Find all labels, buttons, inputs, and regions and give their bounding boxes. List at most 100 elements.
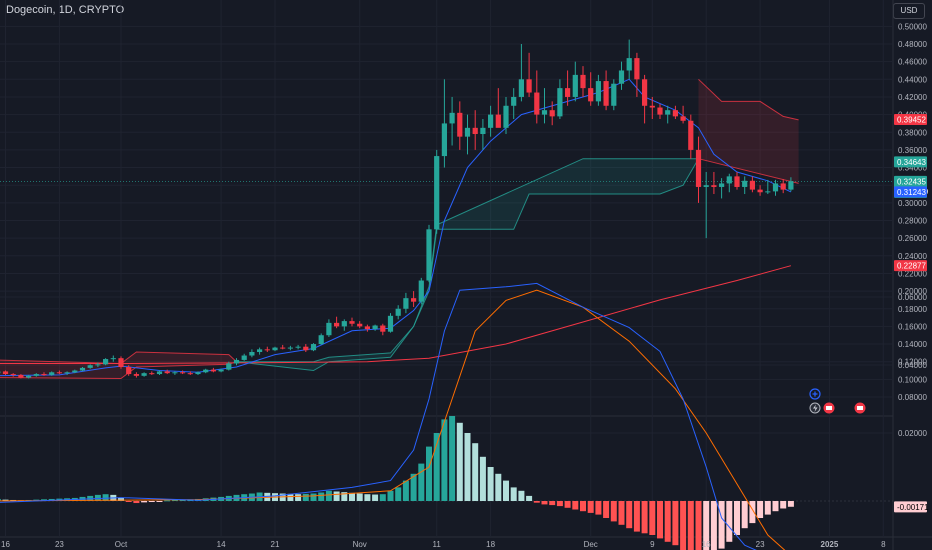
candle-body	[749, 180, 755, 190]
candle-body	[79, 367, 86, 371]
candle-body	[757, 189, 763, 193]
candle-body	[49, 372, 55, 375]
histogram-bar	[2, 499, 9, 501]
candle-body	[295, 346, 301, 348]
candle-body	[441, 123, 447, 157]
histogram-bar	[610, 501, 617, 522]
candle-body	[495, 114, 501, 128]
price-tag-label: 0.34643	[897, 158, 926, 167]
candle-body	[411, 298, 417, 302]
cloud-lower-line	[236, 158, 699, 372]
histogram-bar	[741, 501, 748, 529]
candle-body	[418, 280, 424, 302]
cloud-area	[236, 158, 699, 371]
candle-body	[187, 373, 193, 375]
candle-body	[233, 359, 240, 364]
macd-tick-label: 0.02000	[898, 429, 927, 438]
candle-body	[264, 349, 270, 351]
candle-body	[280, 347, 286, 349]
price-axis: 0.500000.480000.460000.440000.420000.400…	[898, 22, 927, 438]
cloud-upper-line	[0, 351, 237, 365]
candle-body	[549, 110, 555, 117]
price-tick-label: 0.10000	[898, 375, 927, 384]
candle-body	[2, 371, 9, 375]
candle-body	[364, 326, 370, 330]
candle-body	[380, 325, 386, 332]
candle-body	[403, 298, 409, 309]
macd-value-tag	[894, 501, 927, 513]
histogram-bar	[757, 501, 764, 518]
price-tick-label: 0.14000	[898, 340, 927, 349]
price-tick-label: 0.20000	[898, 287, 927, 296]
chart-icons	[809, 388, 866, 414]
candle-body	[64, 372, 70, 374]
candle-body	[218, 369, 224, 372]
histogram-bar	[441, 419, 448, 501]
histogram-bar	[164, 500, 171, 502]
candle-body	[318, 335, 324, 345]
histogram-bar	[703, 501, 710, 550]
candle-body	[518, 79, 524, 97]
flag-glyph-icon	[826, 406, 832, 410]
candle-body	[164, 371, 170, 374]
candles	[0, 39, 794, 379]
candle-body	[56, 372, 62, 374]
price-tick-label: 0.50000	[898, 22, 927, 31]
histogram-bar	[549, 501, 556, 506]
candle-body	[457, 112, 463, 137]
price-tag	[894, 113, 927, 125]
candle-body	[349, 321, 355, 324]
candle-body	[742, 180, 748, 187]
moving-average-line	[0, 265, 792, 364]
candle-body	[572, 74, 578, 97]
histogram-bar	[503, 480, 509, 501]
time-tick-label: Oct	[115, 540, 128, 549]
signal-line	[0, 289, 786, 550]
histogram-bar	[356, 493, 363, 501]
histogram-bar	[657, 501, 663, 539]
histogram-bar	[402, 480, 409, 501]
macd-value-label: -0.00171	[897, 503, 929, 512]
candle-body	[241, 355, 247, 360]
price-tag-label: 0.32435	[897, 177, 926, 186]
candle-body	[180, 372, 186, 374]
histogram-bar	[734, 501, 740, 535]
candle-body	[210, 369, 216, 372]
candle-body	[765, 191, 771, 193]
candle-body	[10, 374, 16, 376]
time-tick-label: 18	[486, 540, 495, 549]
histogram-bar	[633, 501, 640, 532]
histogram-bar	[426, 446, 432, 501]
time-tick-label: Dec	[584, 540, 598, 549]
histogram-bar	[333, 491, 340, 501]
price-tick-label: 0.18000	[898, 305, 927, 314]
candle-body	[226, 363, 232, 370]
histogram-bar	[780, 501, 787, 509]
time-tick-label: Nov	[353, 540, 367, 549]
histogram-bar	[395, 487, 402, 501]
time-tick-label: 2025	[821, 540, 839, 549]
histogram-bar	[349, 492, 355, 501]
ichimoku-clouds	[0, 78, 799, 380]
candle-body	[626, 58, 632, 71]
histogram-bar	[626, 501, 633, 529]
histogram-bar	[487, 467, 494, 501]
candle-body	[272, 347, 278, 351]
candle-body	[588, 88, 594, 102]
histogram-bar	[472, 443, 479, 501]
candle-body	[488, 114, 494, 128]
candle-body	[603, 81, 609, 106]
histogram-bar	[695, 501, 702, 550]
candle-body	[534, 92, 540, 115]
candle-body	[772, 183, 779, 192]
time-tick-label: 23	[55, 540, 64, 549]
candle-body	[172, 372, 178, 374]
price-tick-label: 0.26000	[898, 234, 927, 243]
candle-body	[711, 185, 717, 187]
add-indicator-icon[interactable]	[809, 388, 821, 400]
candle-body	[541, 110, 548, 115]
histogram-bar	[341, 492, 348, 501]
price-tick-label: 0.38000	[898, 128, 927, 137]
candle-body	[87, 365, 93, 368]
